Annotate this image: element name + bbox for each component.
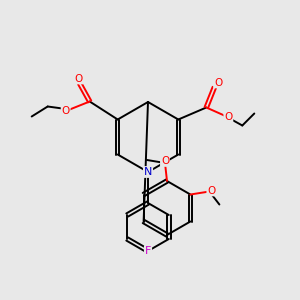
Text: O: O <box>224 112 232 122</box>
Text: O: O <box>207 185 215 196</box>
Text: O: O <box>61 106 70 116</box>
Text: F: F <box>145 246 151 256</box>
Text: O: O <box>75 74 83 83</box>
Text: O: O <box>214 77 222 88</box>
Text: O: O <box>161 156 169 166</box>
Text: N: N <box>144 167 152 177</box>
